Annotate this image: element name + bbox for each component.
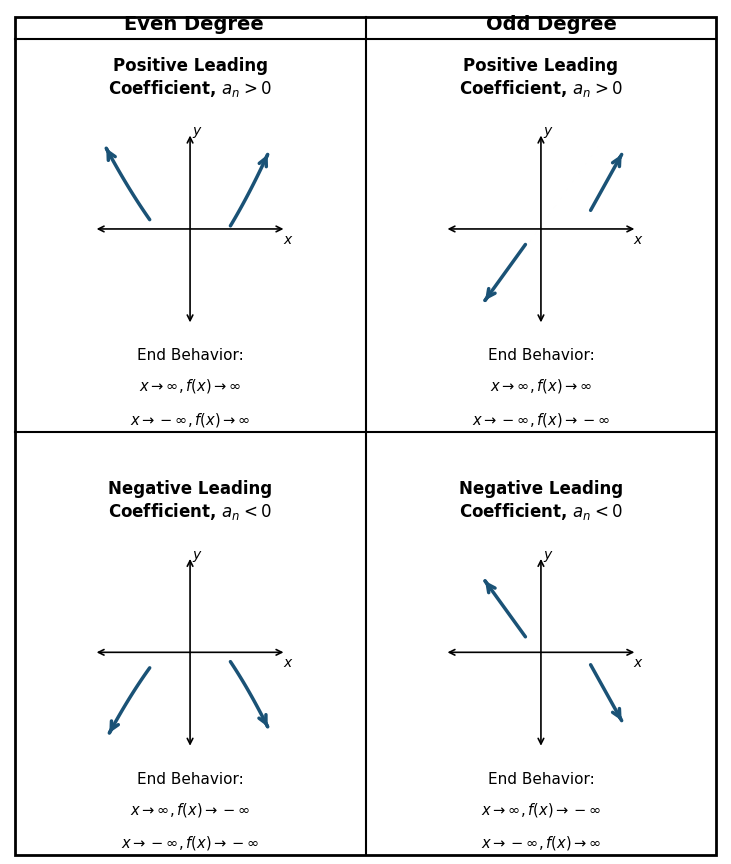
Text: $y$: $y$ [543,125,554,140]
Text: Negative Leading
Coefficient, $a_n < 0$: Negative Leading Coefficient, $a_n < 0$ [459,480,623,522]
Text: Odd Degree: Odd Degree [486,15,618,34]
Text: $x$: $x$ [282,656,293,670]
Text: Even Degree: Even Degree [124,15,264,34]
Text: $x$: $x$ [633,232,644,247]
Text: End Behavior:: End Behavior: [137,348,243,364]
Text: $x$: $x$ [633,656,644,670]
Text: $x \rightarrow -\infty, f(x) \rightarrow -\infty$: $x \rightarrow -\infty, f(x) \rightarrow… [471,410,610,429]
Text: End Behavior:: End Behavior: [137,772,243,787]
Text: Positive Leading
Coefficient, $a_n > 0$: Positive Leading Coefficient, $a_n > 0$ [108,57,272,98]
Text: $x \rightarrow -\infty, f(x) \rightarrow -\infty$: $x \rightarrow -\infty, f(x) \rightarrow… [121,834,260,852]
Text: $y$: $y$ [192,549,203,563]
Text: Negative Leading
Coefficient, $a_n < 0$: Negative Leading Coefficient, $a_n < 0$ [108,480,272,522]
Text: End Behavior:: End Behavior: [488,772,594,787]
Text: $x \rightarrow \infty, f(x) \rightarrow \infty$: $x \rightarrow \infty, f(x) \rightarrow … [139,378,241,396]
Text: $x$: $x$ [282,232,293,247]
Text: $x \rightarrow \infty, f(x) \rightarrow \infty$: $x \rightarrow \infty, f(x) \rightarrow … [490,378,592,396]
Text: $y$: $y$ [543,549,554,563]
Text: $x \rightarrow \infty, f(x) \rightarrow -\infty$: $x \rightarrow \infty, f(x) \rightarrow … [481,801,601,819]
Text: Positive Leading
Coefficient, $a_n > 0$: Positive Leading Coefficient, $a_n > 0$ [459,57,623,98]
Text: End Behavior:: End Behavior: [488,348,594,364]
Text: $x \rightarrow \infty, f(x) \rightarrow -\infty$: $x \rightarrow \infty, f(x) \rightarrow … [130,801,250,819]
Text: $y$: $y$ [192,125,203,140]
Text: $x \rightarrow -\infty, f(x) \rightarrow \infty$: $x \rightarrow -\infty, f(x) \rightarrow… [481,834,601,852]
Text: $x \rightarrow -\infty, f(x) \rightarrow \infty$: $x \rightarrow -\infty, f(x) \rightarrow… [130,410,250,429]
